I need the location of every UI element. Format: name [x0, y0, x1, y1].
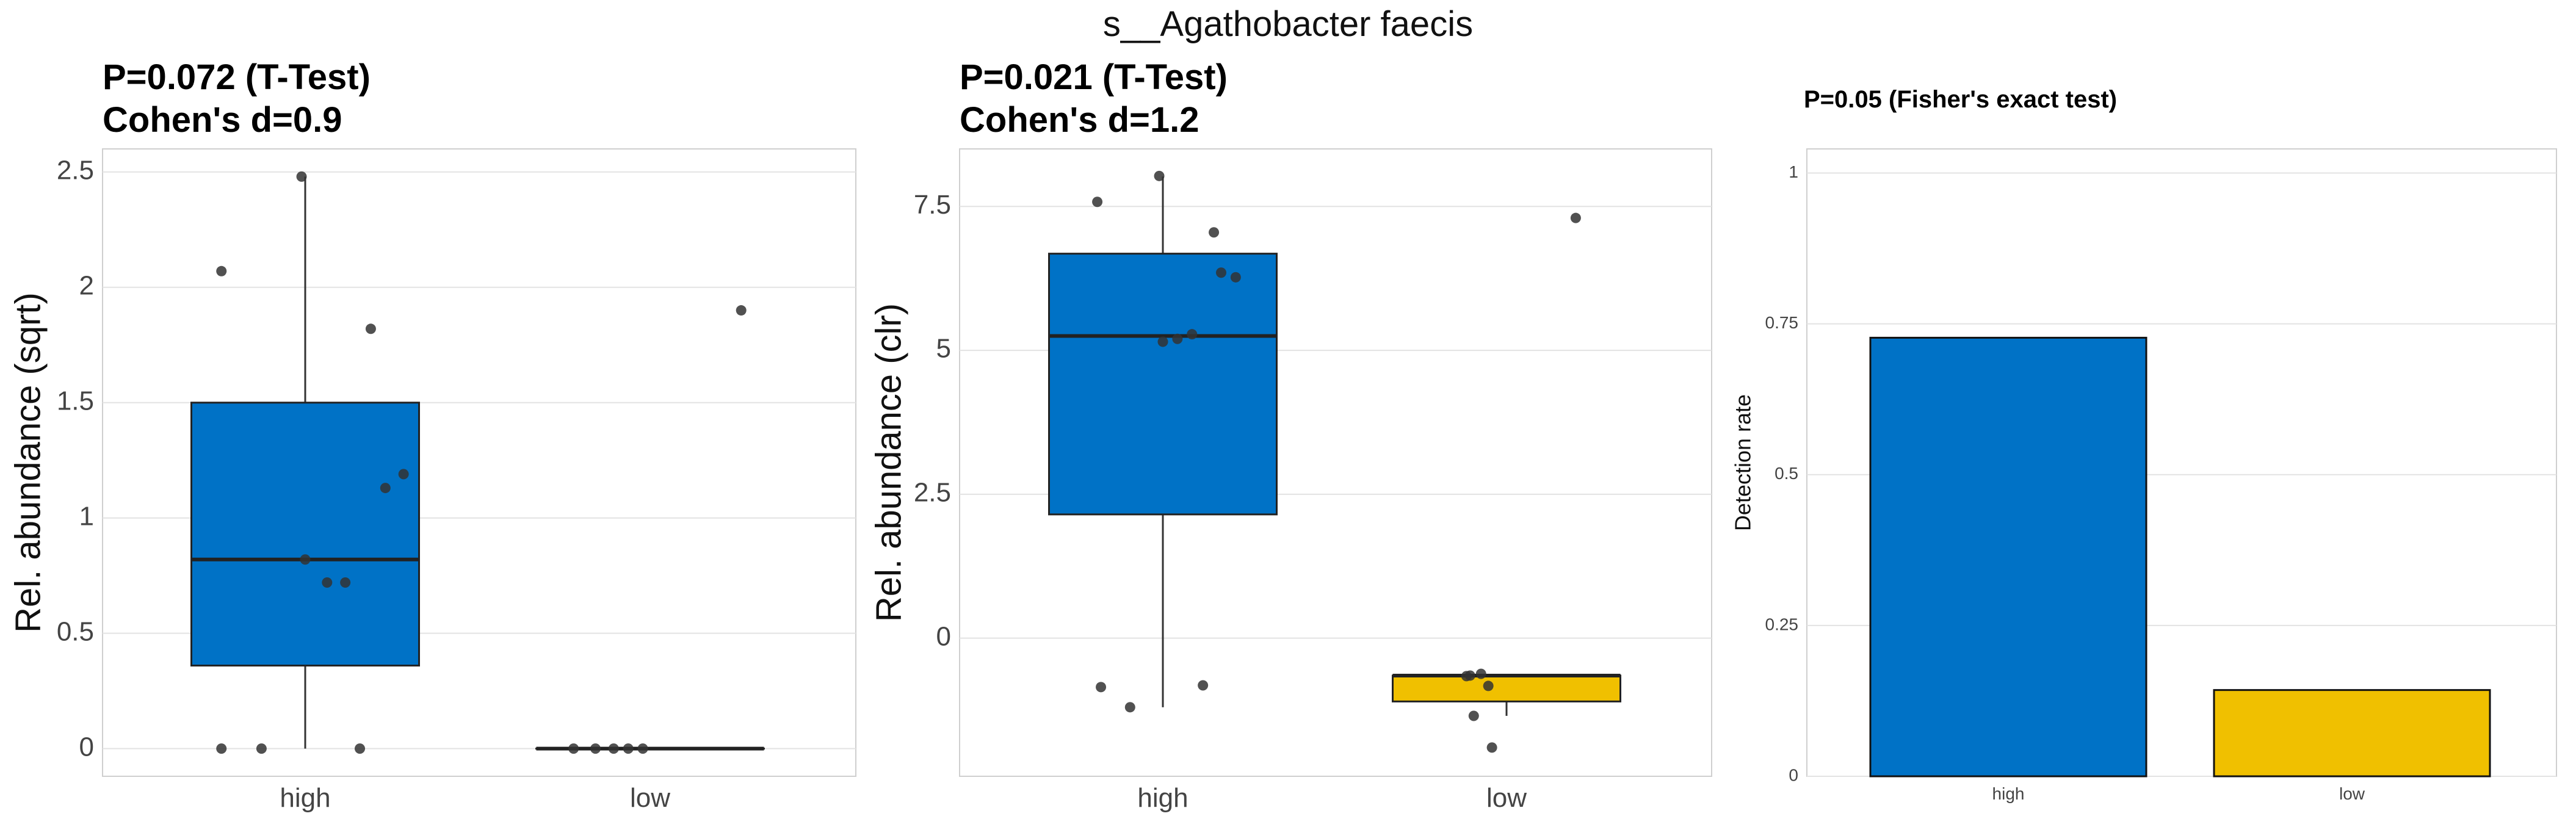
data-point-high: [216, 265, 227, 276]
data-point-low: [590, 743, 601, 754]
y-tick-label: 1: [79, 501, 94, 531]
data-point-high: [1187, 329, 1198, 340]
figure-title: s__Agathobacter faecis: [1102, 4, 1474, 44]
data-point-high: [1157, 336, 1168, 347]
data-point-high: [1092, 197, 1103, 208]
y-axis-label: Detection rate: [1731, 394, 1756, 531]
data-point-low: [608, 743, 619, 754]
panel-title: P=0.05 (Fisher's exact test): [1804, 86, 2117, 113]
x-tick-label: low: [630, 783, 670, 813]
data-point-high: [398, 469, 409, 480]
data-point-high: [1230, 272, 1241, 283]
panel-title: Cohen's d=1.2: [960, 100, 1199, 140]
data-point-low: [568, 743, 579, 754]
data-point-high: [340, 577, 351, 588]
data-point-low: [1468, 710, 1479, 721]
y-tick-label: 2.5: [914, 477, 951, 507]
data-point-high: [300, 554, 311, 565]
data-point-high: [1172, 333, 1183, 344]
y-tick-label: 0: [936, 621, 951, 651]
data-point-high: [216, 743, 227, 754]
data-point-high: [355, 743, 366, 754]
x-tick-label: high: [1137, 783, 1188, 813]
y-axis-label: Rel. abundance (sqrt): [8, 292, 48, 633]
box-high: [1048, 253, 1278, 516]
y-tick-label: 0.25: [1765, 615, 1799, 633]
y-tick-label: 1.5: [57, 386, 94, 416]
data-point-low: [736, 305, 747, 316]
x-tick-label: low: [1486, 783, 1527, 813]
y-axis-label: Rel. abundance (clr): [869, 303, 908, 622]
y-tick-label: 2.5: [57, 155, 94, 185]
data-point-high: [256, 743, 267, 754]
data-point-low: [1486, 742, 1497, 753]
data-point-high: [296, 171, 307, 182]
box-high: [190, 402, 420, 667]
x-tick-label: high: [1992, 784, 2025, 803]
y-tick-label: 0.5: [1775, 464, 1798, 483]
data-point-low: [1461, 671, 1472, 682]
box-low: [1392, 674, 1621, 702]
data-point-high: [365, 323, 376, 334]
bar-low: [2213, 689, 2491, 778]
y-tick-label: 0.75: [1765, 313, 1799, 332]
data-point-high: [1096, 682, 1107, 693]
data-point-high: [380, 483, 391, 494]
data-point-low: [1475, 668, 1486, 679]
data-point-low: [1570, 212, 1581, 223]
data-point-low: [1483, 680, 1494, 691]
data-point-high: [1209, 227, 1220, 238]
panel-title: P=0.072 (T-Test): [103, 57, 371, 97]
data-point-high: [1124, 702, 1135, 713]
data-point-low: [623, 743, 634, 754]
x-tick-label: high: [280, 783, 330, 813]
panel-title: P=0.021 (T-Test): [960, 57, 1228, 97]
y-tick-label: 5: [936, 334, 951, 364]
bar-high: [1869, 336, 2147, 778]
y-tick-label: 0.5: [57, 616, 94, 646]
data-point-high: [1198, 680, 1209, 691]
y-tick-label: 0: [1789, 765, 1798, 784]
y-tick-label: 7.5: [914, 190, 951, 220]
x-tick-label: low: [2339, 784, 2365, 803]
data-point-low: [637, 743, 648, 754]
y-tick-label: 1: [1789, 162, 1798, 181]
y-tick-label: 0: [79, 732, 94, 762]
panel-title: Cohen's d=0.9: [103, 100, 342, 140]
y-tick-label: 2: [79, 270, 94, 300]
data-point-high: [1215, 267, 1226, 278]
data-point-high: [1154, 170, 1165, 181]
data-point-high: [322, 577, 333, 588]
